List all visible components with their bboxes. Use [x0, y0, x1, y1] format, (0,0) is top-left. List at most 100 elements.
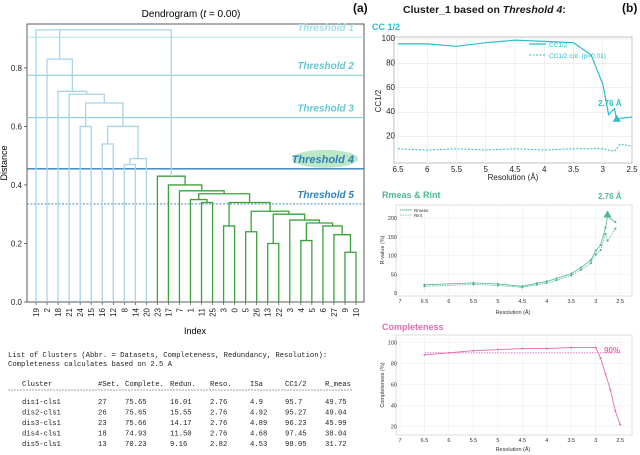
- cluster-table-header: Cluster: [22, 381, 52, 389]
- cc-legend: CC1/2 CC1/2 crit. (p=0.01): [529, 42, 606, 60]
- series-point: [496, 284, 499, 287]
- cluster-table-cell: 2.76: [210, 420, 227, 428]
- dendrogram-leaf-label: 4: [297, 307, 306, 312]
- dendrogram-link: [68, 93, 105, 302]
- dendrogram-link: [156, 175, 186, 302]
- dendrogram-ytick-label: 0.2: [11, 239, 23, 248]
- series-point: [423, 285, 426, 288]
- right-panel-title: Cluster_1 based on Threshold 4:: [403, 4, 566, 16]
- series-point: [496, 348, 499, 351]
- series-point: [579, 268, 583, 271]
- dendrogram-leaf-label: 18: [54, 307, 63, 316]
- dendrogram-chart: Dendrogram (t = 0.00) 0.0 0.2 0.4 0.6 0.8 Di…: [0, 9, 365, 336]
- series-point: [604, 226, 607, 229]
- cc-half-chart: CC 1/2 6.5 6 5.5 5 4.5 4 3.5 3 2.5 20 40 60 80 100 CC…: [372, 22, 638, 182]
- dendrogram-link: [344, 251, 357, 302]
- ytick-label: 80: [391, 361, 397, 367]
- xtick-label: 6: [447, 438, 450, 444]
- dendrogram-leaf-label: 6: [319, 307, 328, 312]
- xtick-label: 6.5: [392, 165, 404, 174]
- cluster-table-cell: 4.89: [250, 420, 267, 428]
- completeness-chart: Completeness 7 6.5 6 5.5 5 4.5 4 3.5 3 2.5 20 40 60 8…: [380, 322, 633, 453]
- ytick-label: 100: [388, 254, 397, 260]
- cluster-table-cell: 74.93: [125, 431, 147, 439]
- cluster-table-cell: 98.05: [285, 441, 307, 449]
- dendrogram-link: [222, 225, 236, 302]
- series-point: [535, 283, 539, 286]
- cluster-table-cell: 75.65: [125, 399, 147, 407]
- cluster-table-header: Complete.: [125, 381, 164, 389]
- xtick-label: 4: [545, 299, 548, 305]
- cluster-table-cell: 14.17: [170, 420, 192, 428]
- series-point: [545, 347, 548, 350]
- series-point: [570, 272, 573, 275]
- dendrogram-leaf-label: 27: [330, 307, 339, 316]
- cluster-table-header: Reso.: [210, 381, 232, 389]
- cluster-table-cell: 4.9: [250, 399, 263, 407]
- dendrogram-leaf-label: 3: [220, 307, 229, 312]
- dendrogram-leaf-label: 10: [352, 307, 361, 316]
- rmeas-ylabel: R-value (%): [380, 235, 386, 264]
- series-point: [472, 283, 475, 286]
- dendrogram-link: [189, 198, 208, 302]
- xtick-label: 3.5: [567, 299, 575, 305]
- cluster-table-cell: 75.66: [125, 420, 147, 428]
- cluster-list-intro-1: List of Clusters (Abbr. = Datasets, Comp…: [8, 352, 327, 360]
- dendrogram-leaf-label: 7: [175, 307, 184, 312]
- xtick-label: 7: [398, 438, 401, 444]
- cluster-table-cell: 26: [98, 410, 107, 418]
- ytick-label: 20: [386, 132, 395, 141]
- xtick-label: 3.5: [567, 438, 575, 444]
- dendrogram-leaf-label: 11: [198, 307, 207, 316]
- cluster-table-cell: 38.04: [325, 431, 347, 439]
- dendrogram-leaf-label: 21: [65, 307, 74, 316]
- series-point: [555, 277, 558, 280]
- cluster-table-header: CC1/2: [285, 381, 307, 389]
- dendrogram-leaf-label: 25: [209, 307, 218, 316]
- series-point: [594, 249, 597, 252]
- series-point: [423, 353, 426, 356]
- completeness-annotation: 90%: [604, 346, 620, 355]
- ytick-label: 40: [386, 107, 395, 116]
- cluster-table-cell: 4.68: [250, 431, 267, 439]
- dendrogram-leaf-label: 1: [186, 307, 195, 312]
- cc-xlabel: Resolution (Å): [488, 173, 539, 182]
- ytick-label: 200: [388, 216, 397, 222]
- cc-ylabel: CC1/2: [374, 89, 383, 112]
- dendrogram-threshold-label: Threshold 4: [292, 154, 354, 166]
- xtick-label: 4: [545, 438, 548, 444]
- dendrogram-ytick-label: 0.6: [11, 122, 23, 131]
- cluster-table-cell: 2.76: [210, 410, 227, 418]
- ytick-label: 150: [388, 235, 397, 241]
- cluster-table-cell: 31.72: [325, 441, 347, 449]
- dendrogram-leaf-label: 23: [153, 307, 162, 316]
- series-point: [472, 349, 475, 352]
- dendrogram-xlabel: Index: [184, 326, 207, 336]
- dendrogram-link: [123, 163, 136, 302]
- cluster-table-header: Redun.: [170, 381, 196, 389]
- series-point: [599, 357, 602, 360]
- ytick-label: 100: [382, 34, 396, 43]
- xtick-label: 5.5: [470, 438, 478, 444]
- cluster-table-cell: 49.75: [325, 399, 347, 407]
- dendrogram-leaf-label: 15: [87, 307, 96, 316]
- xtick-label: 5.5: [470, 299, 478, 305]
- rmeas-legend: Rmeas Rint: [400, 208, 429, 218]
- xtick-label: 6: [447, 299, 450, 305]
- panel-label-a: (a): [353, 1, 368, 15]
- cluster-table-cell: 16.01: [170, 399, 192, 407]
- series-point: [594, 346, 597, 349]
- dendrogram-link: [46, 58, 74, 302]
- cc-annotation: 2.76 Å: [598, 99, 622, 108]
- cluster-table-header: #Set.: [98, 381, 120, 389]
- series-point: [555, 279, 558, 282]
- dendrogram-leaf-label: 20: [142, 307, 151, 316]
- cluster-table-cell: 23: [98, 420, 107, 428]
- xtick-label: 4.5: [509, 165, 521, 174]
- xtick-label: 5: [496, 299, 499, 305]
- dendrogram-leaf-label: 17: [164, 307, 173, 316]
- series-point: [604, 232, 607, 236]
- series-point: [579, 266, 583, 269]
- dendrogram-leaf-label: 5: [242, 307, 251, 312]
- xtick-label: 6.5: [421, 438, 429, 444]
